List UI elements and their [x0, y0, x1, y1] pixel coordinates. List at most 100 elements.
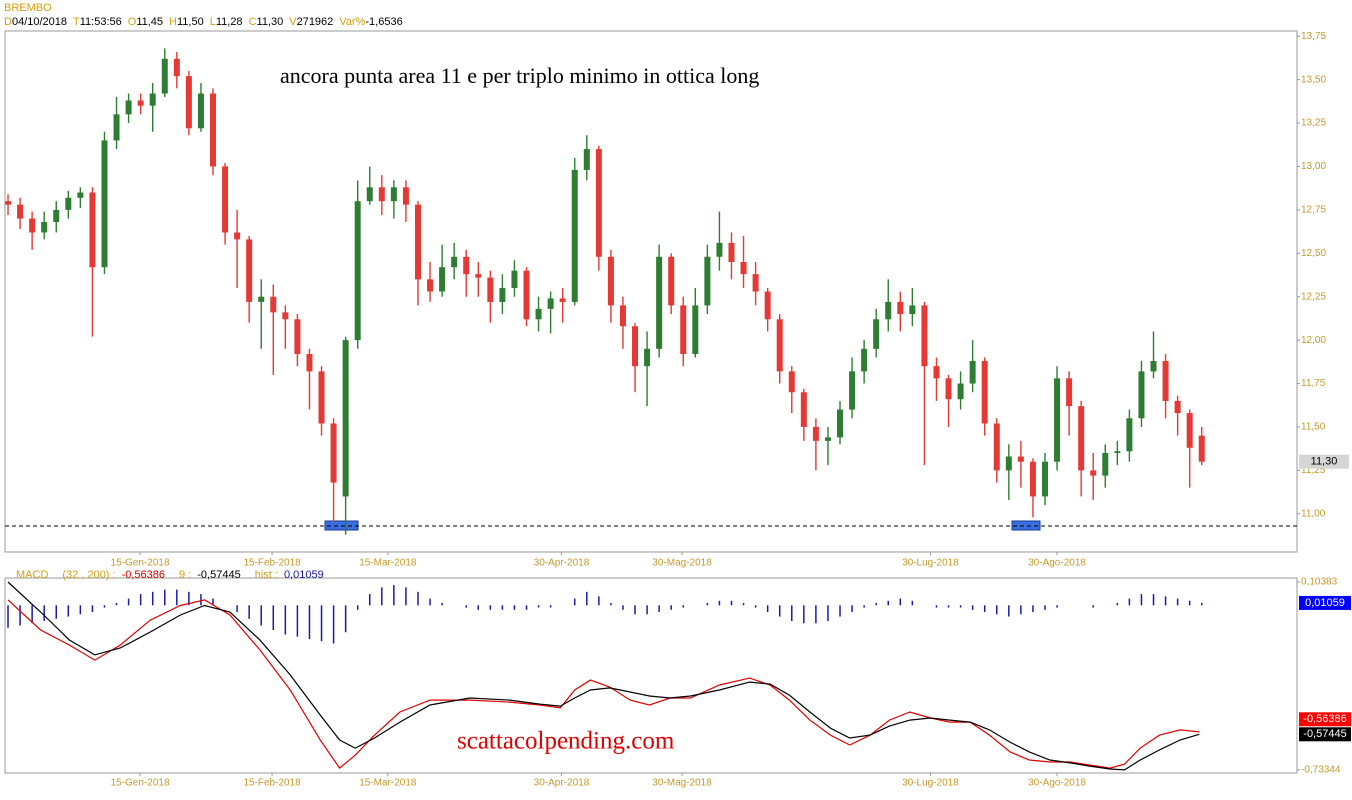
candle-body	[427, 279, 434, 292]
candle-body	[258, 296, 265, 302]
candle-body	[354, 201, 361, 341]
candle-body	[776, 319, 783, 372]
candle-body	[1102, 453, 1109, 476]
low-highlight	[1011, 520, 1041, 531]
x-tick-label: 30-Apr-2018	[534, 778, 590, 789]
candle-body	[1150, 360, 1157, 372]
last-price-box	[1299, 454, 1349, 469]
candle-body	[885, 301, 892, 320]
candle-body	[945, 378, 952, 400]
candle-body	[680, 305, 687, 355]
value-box-label: 0,01059	[1305, 597, 1345, 609]
param-value: -0,56386	[122, 569, 165, 581]
candle-body	[788, 371, 795, 393]
field-key: T	[73, 16, 80, 28]
candle-body	[921, 305, 928, 367]
field-value: 11,50	[177, 16, 204, 28]
candle-body	[1078, 406, 1085, 471]
candle-body	[812, 426, 819, 441]
y-tick-label: 12,75	[1301, 205, 1326, 216]
x-tick-label: 15-Mar-2018	[359, 558, 417, 569]
param-label: hist :	[255, 569, 278, 581]
candle-body	[1174, 400, 1181, 414]
y-tick-label: 12,00	[1301, 335, 1326, 346]
field-value: 271962	[297, 16, 334, 28]
field-value: 11,30	[257, 16, 284, 28]
candle-body	[619, 305, 626, 327]
candle-body	[185, 76, 192, 129]
x-tick-label: 15-Gen-2018	[111, 558, 170, 569]
candle-body	[571, 169, 578, 302]
candle-body	[402, 187, 409, 205]
candle-body	[632, 326, 639, 367]
candle-body	[1162, 360, 1169, 401]
param-label: 9 :	[179, 569, 191, 581]
candle-body	[137, 100, 144, 106]
field-key: V	[289, 16, 297, 28]
y-tick-label: 13,25	[1301, 118, 1326, 129]
candle-body	[861, 348, 868, 372]
y-tick-label: 0,10383	[1301, 577, 1338, 588]
candle-body	[993, 423, 1000, 471]
annotation: ancora punta area 11 e per triplo minimo…	[280, 63, 759, 88]
param-label: (32 , 200) :	[62, 569, 115, 581]
candle-body	[523, 270, 530, 320]
x-tick-label: 30-Apr-2018	[534, 558, 590, 569]
param-value: 0,01059	[284, 569, 324, 581]
candle-body	[656, 256, 663, 349]
candle-body	[740, 261, 747, 275]
candle-body	[559, 298, 566, 302]
candle-body	[173, 58, 180, 77]
param-value: -0,57445	[197, 569, 240, 581]
candle-body	[1029, 461, 1036, 497]
candle-body	[1005, 456, 1012, 471]
candle-body	[282, 312, 289, 320]
field-value: 11:53:56	[80, 16, 122, 28]
symbol: BREMBO	[4, 2, 52, 14]
y-tick-label: 13,50	[1301, 74, 1326, 85]
field-key: O	[128, 16, 137, 28]
macd-line	[7, 581, 1200, 771]
candle-body	[728, 242, 735, 262]
field-value: 11,28	[216, 16, 243, 28]
field-key: Var%	[339, 16, 365, 28]
candle-body	[583, 149, 590, 170]
candle-body	[149, 93, 156, 106]
candle-body	[342, 340, 349, 497]
candle-body	[1017, 456, 1024, 462]
y-tick-label: 11,00	[1301, 508, 1326, 519]
candle-body	[366, 187, 373, 202]
candle-body	[644, 348, 651, 367]
candle-body	[824, 437, 831, 441]
y-tick-label: -0,73344	[1301, 765, 1341, 776]
value-box	[1299, 595, 1351, 610]
candle-body	[969, 360, 976, 384]
candle-body	[463, 256, 470, 275]
field-key: L	[210, 16, 216, 28]
candle-body	[294, 319, 301, 355]
x-tick-label: 30-Ago-2018	[1028, 558, 1086, 569]
candle-body	[716, 242, 723, 257]
candle-body	[209, 93, 216, 167]
candle-body	[414, 204, 421, 280]
value-box-label: -0,57445	[1303, 728, 1346, 740]
candle-body	[378, 187, 385, 202]
field-value: 04/10/2018	[12, 16, 67, 28]
field-key: D	[4, 16, 12, 28]
candle-body	[17, 204, 24, 219]
field-value: -1,6536	[365, 16, 402, 28]
value-box-label: -0,56386	[1303, 713, 1346, 725]
candle-body	[65, 197, 72, 210]
candle-body	[222, 166, 229, 233]
y-tick-label: 11,75	[1301, 378, 1326, 389]
indicator-name: MACD	[16, 569, 48, 581]
candle-body	[595, 149, 602, 257]
value-box	[1299, 727, 1351, 742]
candle-body	[197, 93, 204, 129]
candle-body	[77, 192, 84, 198]
y-tick-label: 11,25	[1301, 465, 1326, 476]
x-tick-label: 30-Mag-2018	[652, 778, 712, 789]
candle-body	[53, 209, 60, 223]
x-tick-label: 15-Feb-2018	[243, 778, 301, 789]
